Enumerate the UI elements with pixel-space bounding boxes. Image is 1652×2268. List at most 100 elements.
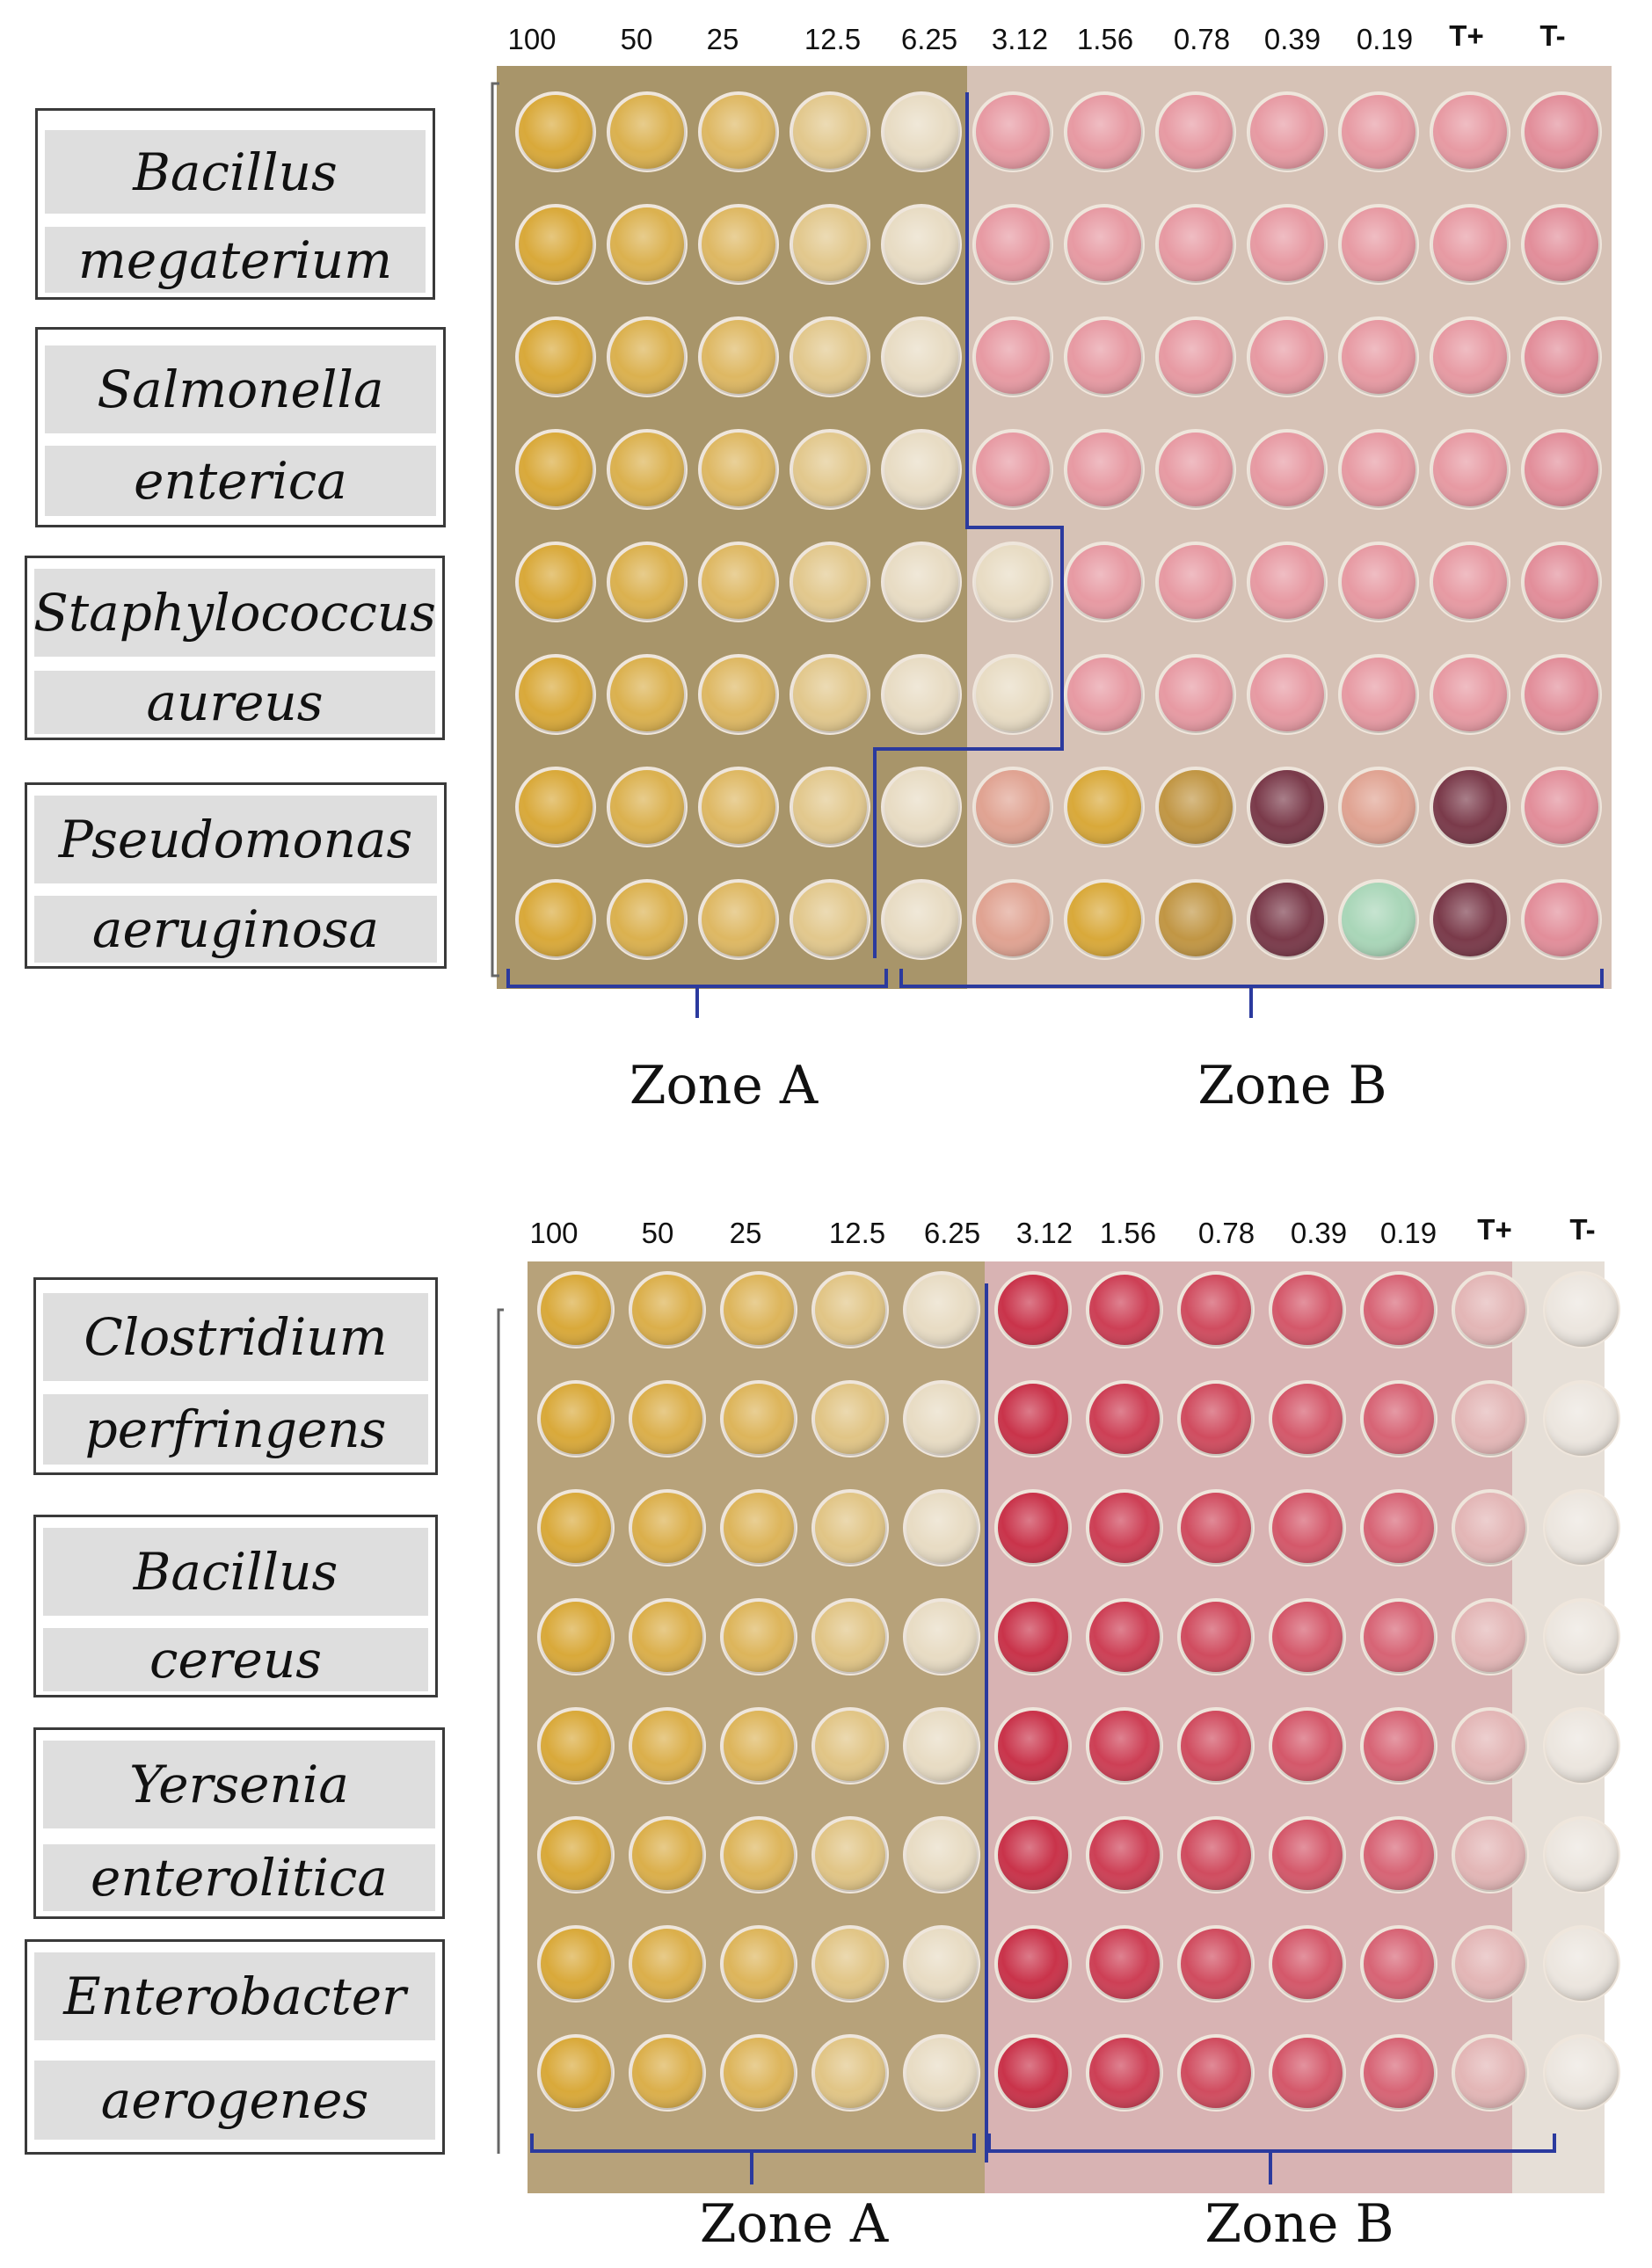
- concentration-label: T-: [1569, 1213, 1596, 1246]
- zone-b-label: Zone B: [1197, 1055, 1387, 1116]
- plate-well-highlight: [1270, 2036, 1344, 2110]
- plate-well-highlight: [996, 1818, 1070, 1892]
- plate-well-highlight: [1270, 1491, 1344, 1565]
- plate-well-highlight: [996, 1382, 1070, 1456]
- zone-a-label: Zone A: [699, 2193, 889, 2255]
- plate-well-highlight: [813, 1273, 887, 1347]
- plate-well-highlight: [1523, 318, 1600, 396]
- plate-well-highlight: [1157, 768, 1234, 846]
- plate-well-highlight: [1088, 1600, 1161, 1674]
- plate-well-highlight: [1179, 1382, 1253, 1456]
- concentration-label: 0.19: [1356, 23, 1414, 55]
- plate-well-highlight: [722, 1273, 796, 1347]
- plate-well-highlight: [1157, 881, 1234, 958]
- plate-well-highlight: [883, 768, 960, 846]
- plate-image-1: [491, 66, 1612, 1018]
- plate-well-highlight: [722, 1382, 796, 1456]
- plate-well-highlight: [1340, 543, 1417, 621]
- plate-well-highlight: [1362, 1600, 1436, 1674]
- concentration-label: T-: [1539, 19, 1566, 52]
- concentration-label: 0.78: [1197, 1217, 1255, 1249]
- concentration-label: 6.25: [923, 1217, 981, 1249]
- plate-well-highlight: [883, 656, 960, 733]
- plate-well-highlight: [1362, 1927, 1436, 2001]
- plate-well-highlight: [883, 543, 960, 621]
- plate-well-highlight: [630, 1600, 704, 1674]
- plate-well-highlight: [1157, 206, 1234, 283]
- concentration-label: 12.5: [828, 1217, 886, 1249]
- plate-well-highlight: [1157, 543, 1234, 621]
- plate-well-highlight: [1270, 1709, 1344, 1783]
- plate-well-highlight: [700, 431, 777, 508]
- plate-well-highlight: [1088, 1927, 1161, 2001]
- plate-well-highlight: [1453, 1491, 1527, 1565]
- plate-well-highlight: [1157, 93, 1234, 171]
- concentration-label: 0.39: [1263, 23, 1321, 55]
- plate-well-highlight: [1431, 881, 1509, 958]
- plate-well-highlight: [700, 543, 777, 621]
- zone-b-label: Zone B: [1204, 2193, 1394, 2255]
- plate-well-highlight: [722, 1927, 796, 2001]
- plate-well-highlight: [539, 1273, 613, 1347]
- plate-well-highlight: [905, 1927, 979, 2001]
- plate-well-highlight: [996, 1491, 1070, 1565]
- plate-well-highlight: [1270, 1818, 1344, 1892]
- plate-well-highlight: [1157, 656, 1234, 733]
- plate-well-highlight: [1248, 318, 1326, 396]
- organism-genus: Staphylococcus: [34, 569, 435, 657]
- plate-well-highlight: [1088, 2036, 1161, 2110]
- organism-label-box: Clostridium perfringens: [33, 1277, 438, 1475]
- plate-well-highlight: [791, 431, 869, 508]
- plate-well-highlight: [1340, 93, 1417, 171]
- plate-well-highlight: [1248, 93, 1326, 171]
- organism-species: megaterium: [45, 227, 426, 293]
- organism-genus: Enterobacter: [34, 1952, 435, 2040]
- plate-well-highlight: [539, 1818, 613, 1892]
- plate-well-highlight: [1179, 1818, 1253, 1892]
- plate-well-highlight: [539, 2036, 613, 2110]
- plate-well-highlight: [608, 93, 686, 171]
- plate-well-highlight: [722, 1709, 796, 1783]
- plate-well-highlight: [539, 1382, 613, 1456]
- organism-species: perfringens: [43, 1394, 428, 1465]
- plate-well-highlight: [996, 1273, 1070, 1347]
- plate-well-highlight: [1431, 431, 1509, 508]
- plate-well-highlight: [1088, 1709, 1161, 1783]
- plate-well-highlight: [974, 206, 1052, 283]
- plate-well-highlight: [1431, 318, 1509, 396]
- plate-well-highlight: [1179, 1709, 1253, 1783]
- organism-label-box: Yersenia enterolitica: [33, 1727, 445, 1919]
- organism-genus: Yersenia: [43, 1741, 435, 1828]
- plate-well-highlight: [700, 656, 777, 733]
- organism-species: cereus: [43, 1628, 428, 1691]
- plate-well-highlight: [1523, 543, 1600, 621]
- plate-well-highlight: [1431, 656, 1509, 733]
- plate-well-highlight: [905, 1709, 979, 1783]
- plate-well-highlight: [974, 93, 1052, 171]
- plate-well-highlight: [1431, 206, 1509, 283]
- concentration-label: 100: [507, 23, 557, 55]
- organism-species: aerogenes: [34, 2061, 435, 2140]
- plate-well-highlight: [608, 656, 686, 733]
- plate-well-highlight: [722, 1818, 796, 1892]
- plate-well-highlight: [1523, 206, 1600, 283]
- plate-well-highlight: [1453, 1927, 1527, 2001]
- plate-well-highlight: [517, 93, 594, 171]
- plate-well-highlight: [1362, 1382, 1436, 1456]
- plate-well-highlight: [1066, 543, 1143, 621]
- plate-well-highlight: [996, 2036, 1070, 2110]
- organism-species: aureus: [34, 671, 435, 734]
- concentration-label: 50: [620, 23, 653, 55]
- concentration-label: 1.56: [1076, 23, 1134, 55]
- plate-well-highlight: [608, 881, 686, 958]
- plate-well-highlight: [883, 881, 960, 958]
- plate-well-highlight: [791, 768, 869, 846]
- plate-well-highlight: [791, 881, 869, 958]
- plate-well-highlight: [905, 1273, 979, 1347]
- plate-well-highlight: [1545, 1600, 1619, 1674]
- plate-well-highlight: [974, 318, 1052, 396]
- concentration-label: 0.78: [1173, 23, 1231, 55]
- plate-well-highlight: [722, 1491, 796, 1565]
- plate-well-highlight: [813, 1382, 887, 1456]
- plate-well-highlight: [1157, 431, 1234, 508]
